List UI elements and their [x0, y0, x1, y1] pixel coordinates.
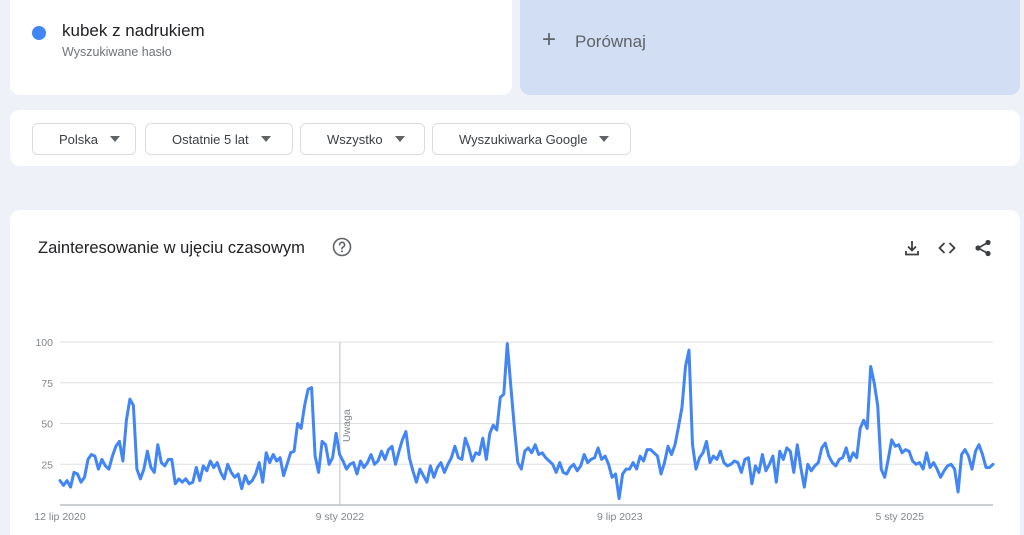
- search-term-subtitle: Wyszukiwane hasło: [62, 45, 172, 59]
- plus-icon: +: [542, 26, 557, 53]
- caret-down-icon: [260, 136, 271, 142]
- filter-bar: Polska Ostatnie 5 lat Wszystko Wyszukiwa…: [10, 110, 1020, 166]
- filter-region-label: Polska: [59, 131, 99, 147]
- chart-card-title: Zainteresowanie w ujęciu czasowym: [38, 239, 305, 257]
- x-tick-label: 9 sty 2022: [316, 511, 365, 523]
- y-tick-label: 75: [41, 378, 53, 390]
- search-term-card[interactable]: kubek z nadrukiem Wyszukiwane hasło: [10, 0, 512, 95]
- compare-label: Porównaj: [575, 32, 646, 51]
- compare-button[interactable]: + Porównaj: [520, 0, 1020, 95]
- series-line: [58, 342, 995, 500]
- term-color-dot: [32, 26, 46, 40]
- caret-down-icon: [394, 136, 405, 142]
- filter-search-type-label: Wyszukiwarka Google: [459, 131, 588, 147]
- share-icon[interactable]: [973, 238, 993, 258]
- search-term-name[interactable]: kubek z nadrukiem: [62, 21, 205, 40]
- y-tick-label: 25: [41, 459, 53, 471]
- filter-search-type-dropdown[interactable]: Wyszukiwarka Google: [432, 123, 631, 155]
- download-icon[interactable]: [902, 238, 922, 258]
- annotation-label: Uwaga: [341, 409, 353, 442]
- x-tick-label: 12 lip 2020: [34, 511, 86, 523]
- filter-time-range-label: Ostatnie 5 lat: [172, 131, 249, 147]
- filter-region-dropdown[interactable]: Polska: [32, 123, 136, 155]
- x-tick-label: 5 sty 2025: [875, 511, 924, 523]
- x-tick-label: 9 lip 2023: [597, 511, 643, 523]
- embed-code-icon[interactable]: [937, 238, 957, 258]
- help-icon[interactable]: [332, 237, 352, 257]
- filter-time-range-dropdown[interactable]: Ostatnie 5 lat: [145, 123, 293, 155]
- filter-category-label: Wszystko: [327, 131, 383, 147]
- y-tick-label: 100: [35, 337, 53, 349]
- caret-down-icon: [599, 136, 610, 142]
- y-tick-label: 50: [41, 419, 53, 431]
- caret-down-icon: [110, 136, 121, 142]
- filter-category-dropdown[interactable]: Wszystko: [300, 123, 425, 155]
